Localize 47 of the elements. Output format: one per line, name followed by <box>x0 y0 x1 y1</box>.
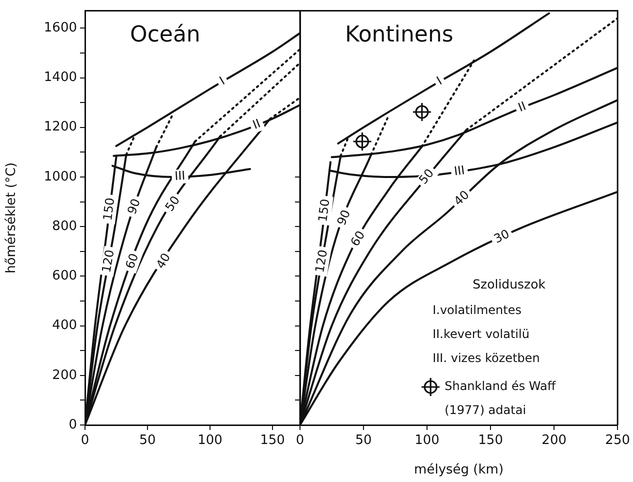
x-tick-label: 50 <box>139 433 156 448</box>
text: 90 <box>124 196 144 216</box>
x-axis-title: mélység (km) <box>414 462 504 478</box>
text: 90 <box>334 208 354 228</box>
text: III <box>453 163 466 178</box>
text: 40 <box>451 188 472 208</box>
y-tick-label: 1600 <box>44 20 77 36</box>
text: II <box>250 116 262 132</box>
x-tick-label: 100 <box>198 433 222 448</box>
text: 120 <box>312 248 330 274</box>
text: 50 <box>162 193 183 214</box>
y-tick-label: 400 <box>52 318 77 334</box>
x-tick-label: 50 <box>355 433 372 448</box>
annotation: II.kevert volatilü <box>432 327 530 342</box>
y-tick-label: 0 <box>68 417 77 432</box>
x-tick-label: 150 <box>260 433 285 448</box>
text: 60 <box>348 228 368 249</box>
text: 120 <box>99 248 117 274</box>
x-tick-label: 250 <box>605 433 630 448</box>
series-label: III <box>174 168 186 183</box>
y-tick-label: 600 <box>52 268 77 284</box>
y-tick-label: 800 <box>52 218 77 234</box>
y-tick-label: 1400 <box>44 70 77 86</box>
annotation: III. vizes közetben <box>432 351 540 366</box>
text: Kontinens <box>345 22 454 48</box>
annotation: I.volatilmentes <box>432 303 522 318</box>
y-axis-title: hőmérséklet (°C) <box>4 162 20 274</box>
text: Oceán <box>130 22 200 48</box>
y-tick-label: 200 <box>52 368 77 383</box>
x-tick-label: 0 <box>80 433 90 448</box>
x-tick-label: 0 <box>296 433 304 448</box>
text: 40 <box>153 250 174 272</box>
x-tick-label: 200 <box>542 433 566 448</box>
x-tick-label: 150 <box>478 433 503 448</box>
text: 150 <box>100 196 118 222</box>
text: I <box>434 74 444 88</box>
text: I <box>216 74 228 88</box>
text: 60 <box>122 251 142 271</box>
y-tick-label: 1200 <box>44 120 77 135</box>
text: 50 <box>416 166 437 187</box>
text: II <box>516 98 528 115</box>
legend-label: Shankland és Waff (1977) adatai <box>444 379 556 418</box>
legend-title: Szoliduszok <box>472 276 546 292</box>
x-tick-label: 100 <box>414 433 440 448</box>
y-tick-label: 1000 <box>44 169 77 184</box>
text: 30 <box>492 226 512 246</box>
text: 150 <box>316 198 332 223</box>
